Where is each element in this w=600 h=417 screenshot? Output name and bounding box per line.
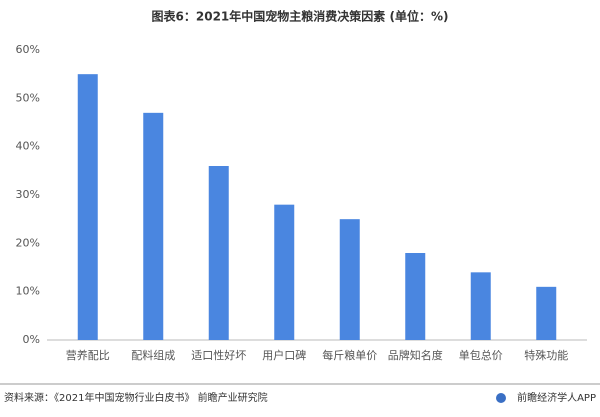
y-tick-label: 10% (16, 285, 40, 298)
x-tick-label: 配料组成 (131, 348, 175, 362)
bar (339, 219, 360, 340)
y-tick-label: 40% (16, 140, 40, 153)
x-tick-label: 单包总价 (459, 348, 503, 362)
y-tick-label: 30% (16, 188, 40, 201)
chart-title: 图表6：2021年中国宠物主粮消费决策因素 (单位：%) (152, 9, 449, 24)
y-tick-label: 20% (16, 236, 40, 249)
x-tick-label: 用户口碑 (262, 348, 306, 362)
y-tick-label: 0% (23, 333, 40, 346)
bar (536, 286, 557, 340)
y-tick-label: 60% (16, 43, 40, 56)
bar (470, 272, 491, 340)
bar (208, 166, 229, 340)
y-tick-label: 50% (16, 91, 40, 104)
bar (274, 204, 295, 340)
x-tick-label: 每斤粮单价 (322, 348, 377, 362)
bar (77, 74, 98, 341)
x-tick-label: 品牌知名度 (388, 348, 443, 362)
brand-icon (496, 393, 506, 403)
bar (143, 112, 164, 340)
x-tick-label: 适口性好坏 (191, 348, 246, 362)
bar (405, 253, 426, 340)
source-note: 资料来源：《2021年中国宠物行业白皮书》 前瞻产业研究院 (4, 391, 268, 404)
x-tick-label: 营养配比 (66, 348, 110, 362)
x-tick-label: 特殊功能 (524, 348, 568, 362)
brand-note: 前瞻经济学人APP (517, 391, 596, 404)
